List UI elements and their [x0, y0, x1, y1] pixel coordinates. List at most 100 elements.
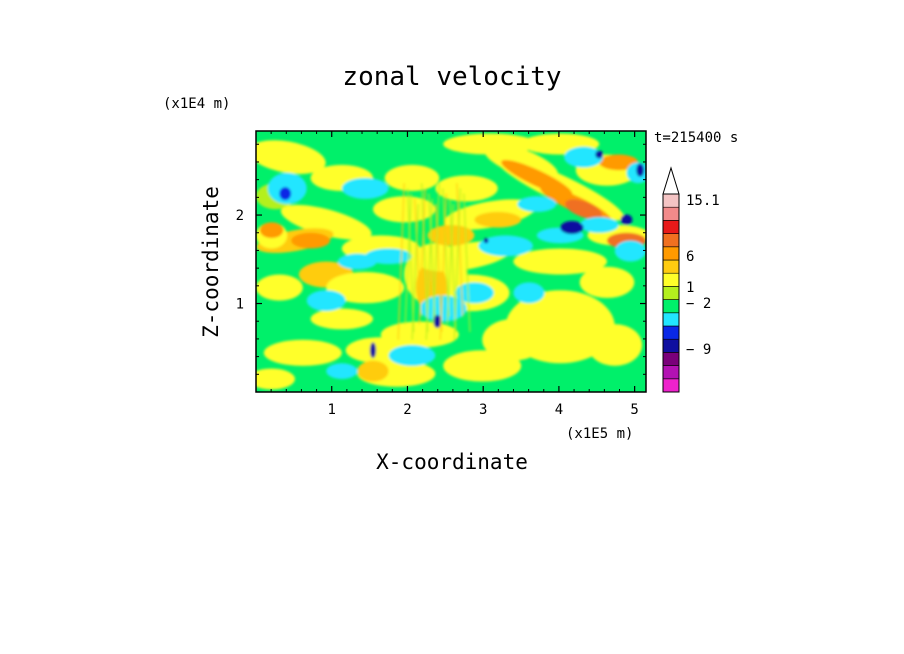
heatmap-contour-region: [259, 222, 284, 239]
heatmap-streak: [425, 198, 433, 340]
heatmap-contour-region: [365, 248, 412, 265]
heatmap-contour-region: [565, 199, 603, 220]
colorbar-level: [662, 193, 680, 208]
heatmap-field: [256, 131, 646, 392]
heatmap-contour-region: [474, 211, 522, 228]
heatmap-contour-region: [310, 308, 373, 330]
colorbar-level: [662, 286, 680, 300]
heatmap-contour-region: [636, 163, 645, 177]
heatmap-contour-region: [357, 360, 389, 382]
heatmap-streak: [453, 188, 462, 340]
colorbar-level: [662, 246, 680, 261]
heatmap-streak: [421, 183, 429, 332]
colorbar-level: [662, 325, 680, 340]
x-tick-label: 2: [403, 402, 411, 418]
heatmap-contour-region: [256, 140, 326, 174]
axis-ticks: 1 2 3 4 5 1 2: [236, 131, 646, 418]
heatmap-contour-region: [564, 146, 604, 168]
colorbar-level: [662, 312, 680, 327]
colorbar-level: [662, 378, 680, 393]
heatmap-streak: [446, 204, 455, 325]
heatmap-contour-region: [579, 266, 635, 299]
heatmap-contour-region: [517, 196, 557, 212]
x-axis-label: X-coordinate: [376, 450, 528, 474]
heatmap-contour-region: [513, 248, 607, 275]
heatmap-streak: [442, 188, 450, 317]
heatmap-streak: [411, 204, 419, 340]
heatmap-contour-region: [279, 187, 292, 201]
heatmap-contour-region: [501, 160, 573, 196]
colorbar-label: 6: [686, 249, 694, 265]
heatmap-contour-region: [433, 315, 442, 329]
heatmap-contour-region: [326, 271, 405, 304]
heatmap-contour-region: [384, 164, 440, 192]
colorbar-level: [662, 338, 680, 353]
heatmap-contour-region: [595, 150, 604, 159]
heatmap-contour-region: [620, 214, 633, 225]
heatmap-contour-region: [306, 290, 346, 312]
chart-title: zonal velocity: [342, 62, 561, 92]
heatmap-contour-region: [291, 232, 331, 249]
colorbar-level: [662, 206, 680, 221]
heatmap-contour-region: [579, 217, 619, 233]
heatmap-streak: [463, 193, 471, 333]
heatmap-contour-region: [482, 318, 545, 361]
colorbar-level: [662, 259, 680, 274]
colorbar-frame: [662, 193, 680, 393]
heatmap-streak: [404, 193, 412, 325]
heatmap-contour-region: [326, 363, 358, 379]
heatmap-contour-region: [614, 240, 646, 262]
heatmap-streak: [397, 183, 405, 340]
colorbar-level: [662, 233, 680, 248]
colorbar: 15.1 6 1− 2 − 9: [662, 166, 720, 393]
heatmap-contour-region: [380, 321, 459, 348]
heatmap-streak: [407, 188, 415, 332]
x-tick-label: 5: [630, 402, 638, 418]
heatmap-contour-region: [256, 368, 295, 390]
heatmap-contour-region: [263, 339, 342, 366]
colorbar-level: [662, 220, 680, 234]
colorbar-extend-arrow: [662, 166, 680, 195]
heatmap-contour-region: [435, 175, 498, 202]
heatmap-contour-region: [443, 133, 537, 155]
colorbar-level: [662, 272, 680, 287]
heatmap-streak: [456, 183, 464, 317]
heatmap-streak: [418, 188, 426, 325]
colorbar-level: [662, 299, 680, 314]
x-tick-label: 1: [328, 402, 336, 418]
heatmap-streak: [449, 198, 457, 333]
colorbar-label: 15.1: [686, 193, 720, 209]
heatmap-contour-region: [280, 204, 372, 240]
colorbar-level: [662, 365, 680, 380]
heatmap-streak: [439, 193, 448, 340]
heatmap-contour-region: [478, 235, 533, 257]
x-tick-label: 3: [479, 402, 487, 418]
heatmap-contour-region: [587, 324, 643, 366]
y-axis-label: Z-coordinate: [199, 186, 223, 338]
colorbar-label: 1: [686, 280, 694, 296]
colorbar-label: − 9: [686, 342, 711, 358]
heatmap-streak: [428, 193, 436, 317]
heatmap-contour-region: [337, 253, 377, 270]
y-tick-label: 1: [236, 297, 244, 313]
heatmap-contour-region: [388, 345, 436, 366]
y-tick-label: 2: [236, 208, 244, 224]
colorbar-label: − 2: [686, 296, 711, 312]
colorbar-level: [662, 352, 680, 366]
heatmap-contour-region: [560, 221, 584, 235]
heatmap-contour-region: [483, 238, 489, 244]
heatmap-contour-region: [373, 196, 436, 223]
heatmap-contour-region: [341, 177, 389, 199]
heatmap-contour-region: [443, 350, 522, 382]
heatmap-streak: [414, 198, 422, 317]
heatmap-contour-region: [256, 274, 303, 301]
plot-frame: [255, 130, 647, 393]
heatmap-contour-region: [599, 154, 639, 171]
x-axis-unit: (x1E5 m): [566, 426, 633, 442]
heatmap-streak: [432, 183, 440, 325]
x-tick-label: 4: [555, 402, 563, 418]
heatmap-streak: [435, 204, 443, 333]
heatmap-contour-region: [454, 282, 494, 304]
heatmap-contour-region: [369, 342, 377, 359]
